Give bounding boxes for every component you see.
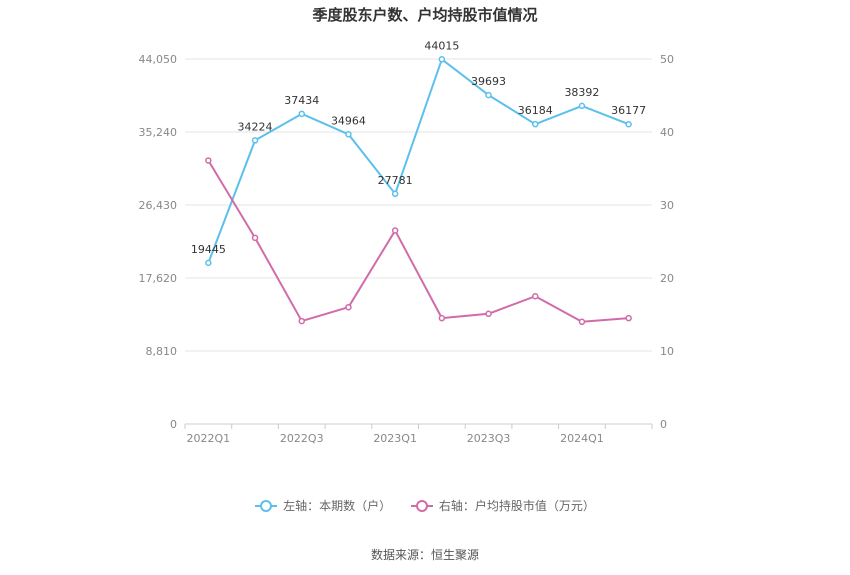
data-point-left — [298, 110, 305, 118]
x-axis-tick-label: 2023Q1 — [373, 432, 417, 445]
left-axis-ticks: 0 8,810 17,620 26,430 35,240 44,050 — [139, 53, 178, 431]
data-point-right — [205, 157, 212, 164]
left-axis-tick-label: 17,620 — [139, 272, 178, 285]
legend-label-left: 左轴：本期数（户） — [283, 499, 392, 513]
data-label: 37434 — [284, 94, 319, 107]
legend-marker-right — [410, 499, 433, 512]
data-labels: 19445 34224 37434 34964 27781 44015 39693 36184… — [191, 39, 646, 256]
data-label: 36184 — [518, 104, 553, 117]
right-axis-tick-label: 20 — [660, 272, 674, 285]
data-label: 27781 — [378, 174, 413, 187]
legend-label-right: 右轴：户均持股市值（万元） — [438, 499, 595, 513]
chart-title: 季度股东户数、户均持股市值情况 — [312, 6, 538, 24]
data-point-left — [345, 131, 352, 138]
left-axis-tick-label: 35,240 — [139, 126, 178, 139]
data-label: 34224 — [238, 120, 273, 133]
legend-item-right-series[interactable]: 右轴：户均持股市值（万元） — [410, 497, 595, 514]
right-axis-tick-label: 50 — [660, 53, 674, 66]
data-point-right — [391, 227, 399, 234]
data-point-left — [578, 102, 586, 110]
data-point-right — [532, 293, 539, 300]
left-axis-tick-label: 0 — [170, 418, 177, 431]
data-point-left — [438, 56, 446, 63]
data-label: 39693 — [471, 75, 506, 88]
left-axis-tick-label: 26,430 — [139, 199, 178, 212]
series-lines — [205, 56, 632, 326]
data-point-left — [251, 137, 259, 144]
data-label: 19445 — [191, 243, 226, 256]
x-axis-tick-label: 2024Q1 — [560, 432, 604, 445]
data-point-right — [485, 310, 492, 318]
data-point-right — [298, 317, 305, 325]
data-label: 34964 — [331, 114, 366, 127]
x-axis-tick-label: 2022Q3 — [280, 432, 324, 445]
legend: 左轴：本期数（户） 右轴：户均持股市值（万元） — [0, 497, 850, 515]
x-axis-ticks: 2022Q1 2022Q3 2023Q1 2023Q3 2024Q1 — [184, 424, 653, 445]
x-axis-tick-label: 2023Q3 — [467, 432, 511, 445]
right-axis-tick-label: 40 — [660, 126, 674, 139]
data-point-right — [438, 314, 446, 322]
data-label: 44015 — [424, 39, 459, 52]
right-axis-tick-label: 10 — [660, 345, 674, 358]
data-point-right — [251, 234, 259, 242]
data-label: 38392 — [564, 86, 599, 99]
data-point-left — [391, 190, 399, 198]
data-label: 36177 — [611, 104, 646, 117]
data-point-left — [205, 259, 212, 267]
data-point-right — [345, 303, 352, 311]
right-axis-ticks: 0 10 20 30 40 50 — [660, 53, 674, 431]
data-point-left — [532, 120, 539, 128]
legend-marker-left — [255, 499, 278, 512]
data-point-left — [485, 91, 492, 99]
right-axis-tick-label: 30 — [660, 199, 674, 212]
data-point-left — [625, 120, 632, 128]
left-axis-tick-label: 44,050 — [139, 53, 178, 66]
left-axis-tick-label: 8,810 — [146, 345, 178, 358]
series-line-left — [207, 58, 630, 264]
data-point-right — [578, 318, 586, 326]
series-line-right — [207, 159, 629, 323]
x-axis-tick-label: 2022Q1 — [187, 432, 231, 445]
grid-lines — [185, 58, 652, 425]
right-axis-tick-label: 0 — [660, 418, 667, 431]
source-note: 数据来源：恒生聚源 — [370, 548, 479, 562]
data-point-right — [625, 314, 632, 322]
legend-item-left-series[interactable]: 左轴：本期数（户） — [255, 497, 391, 514]
